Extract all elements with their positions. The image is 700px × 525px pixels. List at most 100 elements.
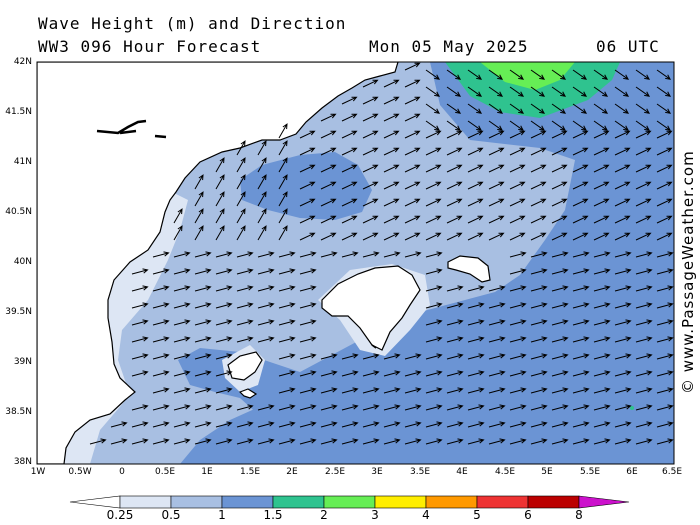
wave-arrow (530, 215, 547, 224)
wave-arrow (383, 353, 401, 360)
wave-arrow (215, 268, 233, 275)
wave-arrow (509, 336, 527, 343)
wave-arrow (257, 140, 267, 156)
wave-arrow (299, 268, 317, 275)
wave-arrow (299, 319, 317, 326)
wave-arrow (194, 251, 212, 258)
wave-arrow (383, 130, 400, 139)
lat-label-39n: 39N (13, 357, 32, 367)
wave-arrow (215, 174, 225, 190)
wave-arrow (446, 86, 462, 97)
legend-swatch-under (69, 495, 121, 509)
wave-arrow (194, 387, 212, 394)
wave-arrow (257, 319, 275, 326)
wave-arrow (551, 336, 569, 343)
wave-arrow (173, 387, 191, 394)
wave-arrow (467, 130, 484, 139)
wave-arrow (530, 130, 547, 139)
wave-arrow (593, 130, 610, 139)
wave-arrow (194, 208, 204, 224)
wave-arrow (488, 198, 505, 207)
wave-arrow (509, 130, 526, 139)
wave-arrow (215, 370, 233, 377)
wave-arrow (425, 438, 443, 445)
wave-arrow (383, 387, 401, 394)
wave-arrow (446, 164, 463, 173)
wave-arrow (593, 370, 611, 377)
wave-arrow (509, 353, 527, 360)
lon-label-0.5w: 0.5W (68, 467, 92, 477)
wave-arrow (152, 285, 170, 292)
wave-arrow (425, 268, 443, 275)
wave-arrow (362, 232, 379, 241)
wave-arrow (467, 103, 483, 114)
wave-arrow (446, 147, 463, 156)
wave-arrow (509, 370, 527, 377)
wave-arrow (593, 336, 611, 343)
lat-label-40.5n: 40.5N (5, 207, 32, 217)
wave-arrow (551, 251, 569, 258)
wave-arrow (593, 353, 611, 360)
wave-arrow (488, 69, 504, 80)
wave-arrow (89, 438, 107, 445)
wave-arrow (152, 302, 170, 309)
wave-arrow (530, 387, 548, 394)
wave-arrow (488, 232, 505, 241)
wave-arrow (635, 251, 653, 258)
wave-arrow (320, 164, 337, 173)
wave-arrow (320, 232, 337, 241)
wave-arrow (404, 147, 421, 156)
wave-arrow (656, 319, 674, 326)
wave-arrow (656, 438, 674, 445)
wave-arrow (635, 103, 651, 114)
wave-arrow (509, 387, 527, 394)
wave-arrow (110, 421, 128, 428)
wave-arrow (446, 353, 464, 360)
lon-label-4.5e: 4.5E (495, 467, 515, 477)
wave-arrow (362, 215, 379, 224)
wave-arrow (173, 251, 191, 258)
wave-arrow (593, 251, 611, 258)
wave-arrow (509, 181, 526, 190)
wave-arrow (530, 251, 548, 258)
lon-label-3.5e: 3.5E (410, 467, 430, 477)
legend-label-5: 5 (473, 508, 481, 522)
wave-arrow (446, 120, 462, 131)
lon-label-5e: 5E (541, 467, 553, 477)
wave-arrow (488, 387, 506, 394)
wave-arrow (593, 198, 610, 207)
wave-arrow (614, 120, 630, 131)
land-spain (37, 62, 399, 464)
wave-arrow (404, 404, 422, 411)
wave-arrow (278, 421, 296, 428)
wave-arrow (362, 147, 379, 156)
wave-arrow (152, 336, 170, 343)
wave-arrow (425, 353, 443, 360)
wave-arrow (278, 438, 296, 445)
wave-arrow (635, 353, 653, 360)
wave-arrow (320, 251, 338, 258)
wave-arrow (299, 215, 316, 224)
wave-arrow (530, 370, 548, 377)
wave-arrow (488, 215, 505, 224)
wave-arrow (530, 336, 548, 343)
legend-swatch (170, 495, 223, 509)
wave-arrow (299, 370, 317, 377)
wave-arrow (467, 404, 485, 411)
wave-arrow (131, 285, 149, 292)
wave-arrow (509, 319, 527, 326)
wave-arrow (362, 353, 380, 360)
wave-arrow (194, 438, 212, 445)
wave-arrow (383, 232, 400, 241)
wave-arrow (656, 232, 673, 241)
wave-arrow (152, 251, 170, 258)
wave-arrow (635, 336, 653, 343)
wave-arrow (614, 181, 631, 190)
wave-arrow (425, 319, 443, 326)
wave-arrow (551, 285, 569, 292)
wave-arrow (404, 181, 421, 190)
wave-arrow (173, 225, 183, 241)
legend-label-0.5: 0.5 (161, 508, 181, 522)
wave-arrow (593, 285, 611, 292)
wave-arrow (404, 251, 422, 258)
